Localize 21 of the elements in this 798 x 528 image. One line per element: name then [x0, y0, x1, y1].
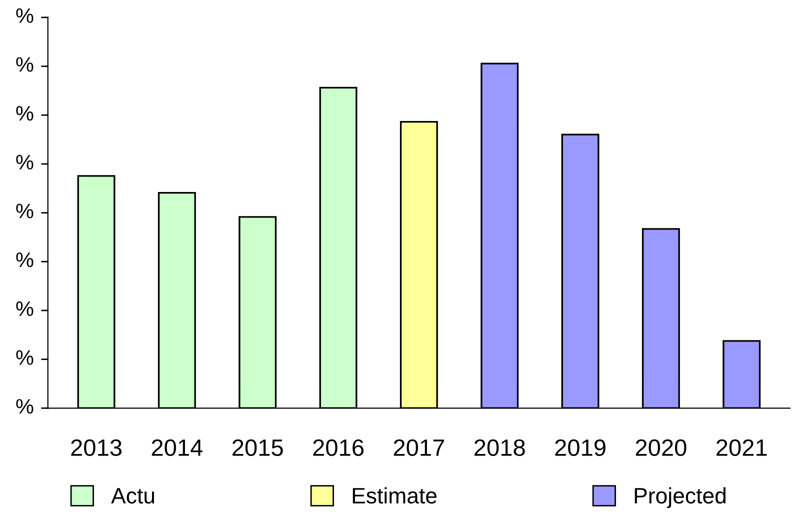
text: % [16, 399, 34, 414]
x-tick-label: 2016 [313, 439, 364, 456]
x-tick-label: 2019 [555, 439, 606, 456]
x-tick-label: 2020 [636, 439, 686, 456]
text: % [16, 350, 34, 365]
text: % [16, 154, 34, 170]
legend-label: Projected [634, 487, 726, 508]
x-tick-label: 2015 [232, 439, 283, 456]
x-tick-label: 2018 [474, 439, 525, 456]
x-tick-label: 2017 [394, 439, 444, 456]
text: % [16, 252, 34, 268]
x-tick-label: 2014 [152, 439, 203, 456]
text: % [16, 8, 34, 23]
legend-label: Actu [111, 488, 154, 504]
text: % [16, 106, 34, 121]
x-tick-label: 2013 [71, 439, 122, 456]
legend-label: Estimate [352, 487, 437, 504]
text: % [16, 57, 34, 72]
text: % [16, 204, 34, 218]
text: % [16, 301, 34, 316]
x-tick-label: 2021 [716, 439, 767, 456]
